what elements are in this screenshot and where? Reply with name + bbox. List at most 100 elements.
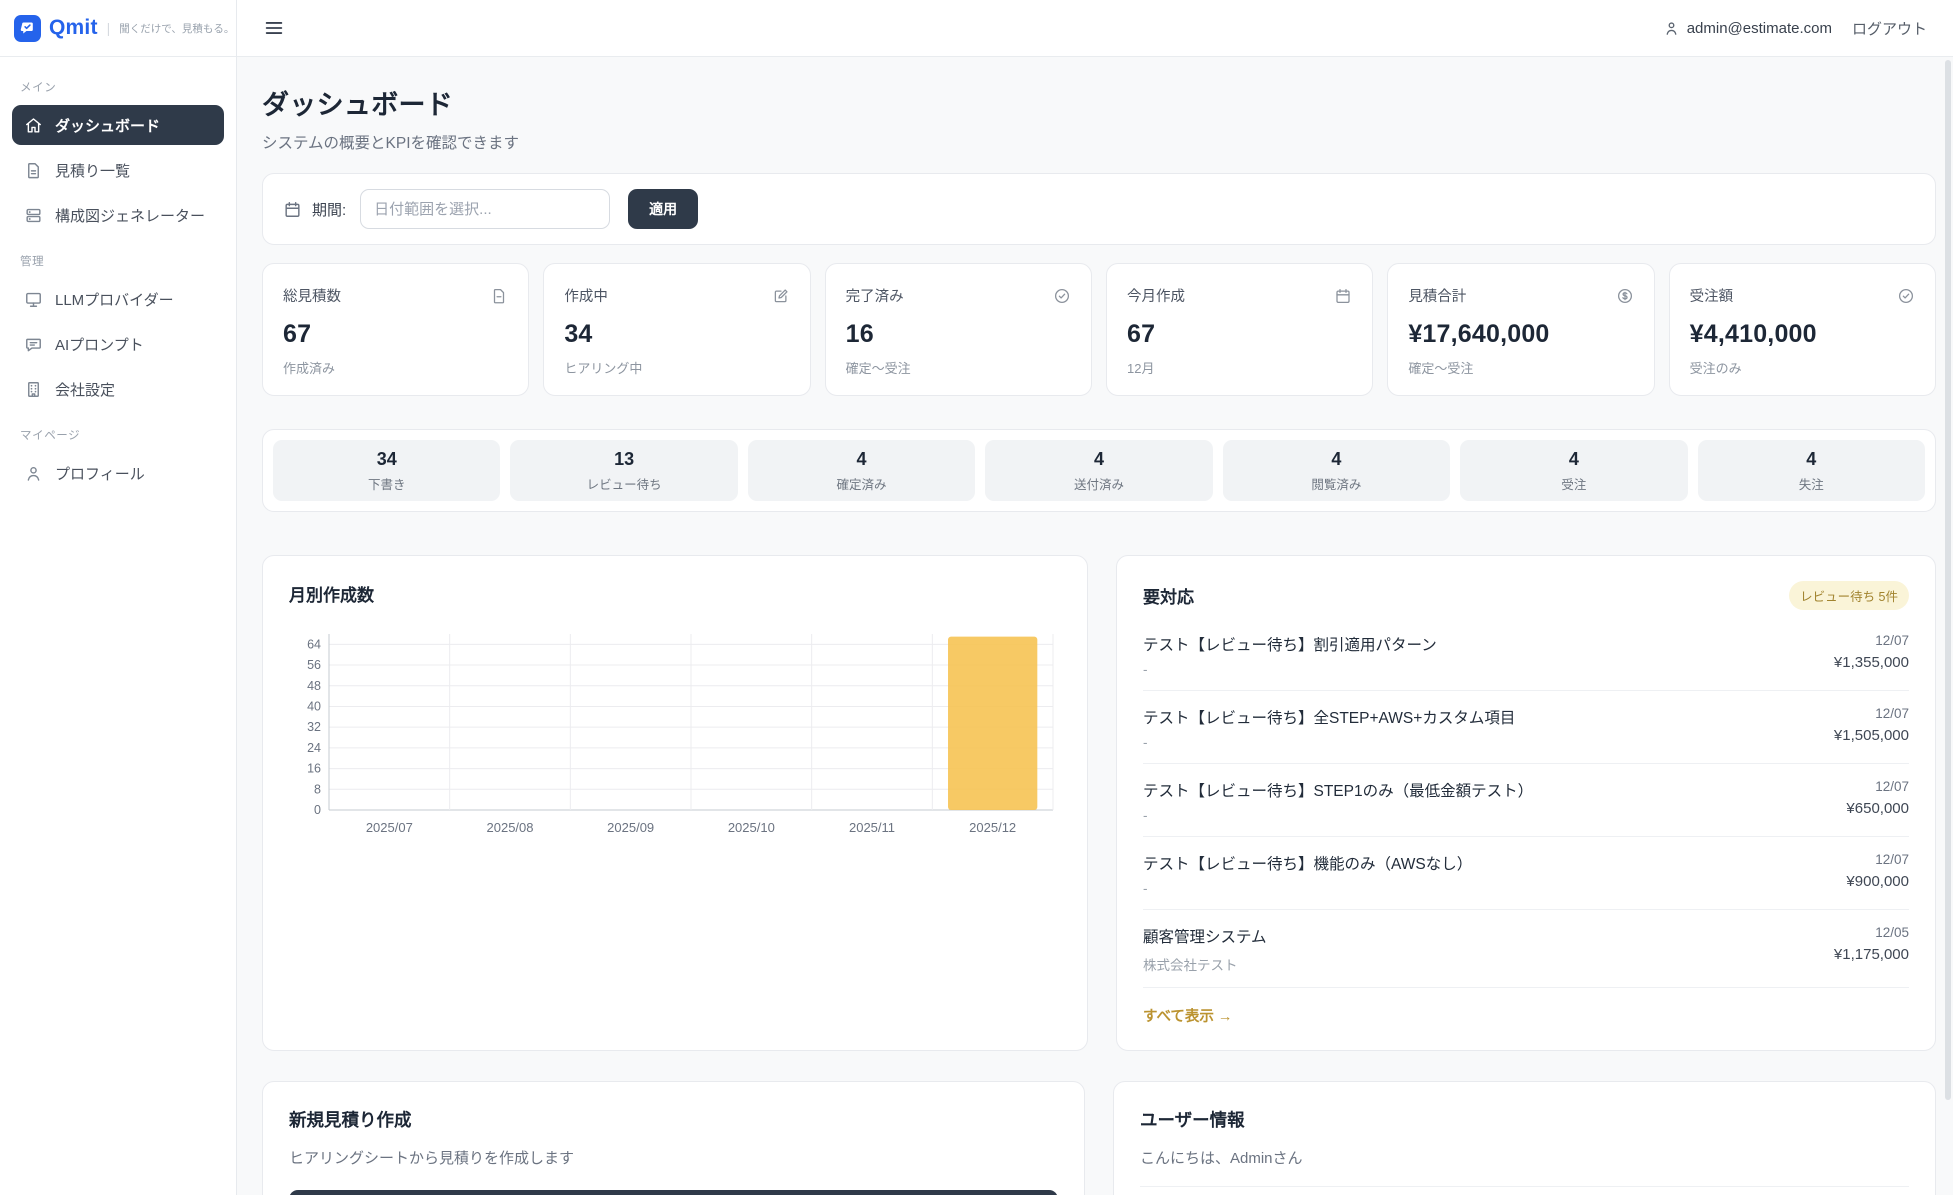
svg-text:48: 48 [307, 679, 321, 693]
sidebar-item-company-settings[interactable]: 会社設定 [12, 369, 224, 409]
attention-item-title: テスト【レビュー待ち】STEP1のみ（最低金額テスト） [1143, 783, 1534, 800]
sidebar: Qmit | 聞くだけで、見積もる。 メイン ダッシュボード 見積り一覧 [0, 0, 237, 1195]
attention-item-date: 12/07 [1875, 852, 1909, 867]
kpi-card-in-progress: 作成中 34 ヒアリング中 [543, 263, 811, 396]
svg-text:2025/07: 2025/07 [366, 820, 413, 835]
current-user: admin@estimate.com [1663, 20, 1832, 37]
svg-text:0: 0 [314, 803, 321, 817]
topbar: admin@estimate.com ログアウト [237, 0, 1953, 57]
sidebar-nav: メイン ダッシュボード 見積り一覧 [0, 57, 236, 512]
sidebar-item-label: ダッシュボード [55, 117, 161, 135]
pill-value: 13 [614, 448, 635, 469]
chat-check-icon [20, 21, 33, 34]
document-icon [490, 287, 508, 305]
sidebar-item-label: プロフィール [55, 465, 145, 483]
status-pill-won[interactable]: 4 受注 [1460, 440, 1688, 501]
pill-value: 34 [376, 448, 397, 469]
period-label: 期間: [312, 201, 347, 219]
logout-link[interactable]: ログアウト [1851, 20, 1927, 38]
status-pill-viewed[interactable]: 4 閲覧済み [1222, 440, 1451, 501]
brand-name[interactable]: Qmit [49, 16, 98, 39]
check-circle-icon [1897, 287, 1915, 305]
kpi-card-completed: 完了済み 16 確定〜受注 [824, 263, 1092, 396]
sidebar-item-label: AIプロンプト [55, 336, 144, 354]
nav-section-mypage: マイページ [20, 430, 81, 442]
sidebar-item-profile[interactable]: プロフィール [12, 453, 224, 493]
user-info-title: ユーザー情報 [1140, 1110, 1245, 1130]
kpi-title: 完了済み [845, 289, 904, 305]
status-pill-draft[interactable]: 34 下書き [273, 440, 501, 501]
sidebar-item-llm-provider[interactable]: LLMプロバイダー [12, 279, 224, 319]
page-content: ダッシュボード システムの概要とKPIを確認できます 期間: 適用 総見積数 [237, 57, 1953, 1195]
user-email: admin@estimate.com [1686, 19, 1832, 37]
logo-divider: | [106, 20, 111, 36]
building-icon [24, 380, 43, 399]
svg-text:32: 32 [307, 720, 321, 734]
sidebar-item-ai-prompt[interactable]: AIプロンプト [12, 324, 224, 364]
currency-icon [1616, 287, 1634, 305]
kpi-sublabel: 作成済み [283, 361, 336, 376]
attention-item-date: 12/07 [1875, 706, 1909, 721]
role-row: ロール 管理者 [1140, 1187, 1909, 1195]
bottom-row: 新規見積り作成 ヒアリングシートから見積りを作成します 作成開始 ユーザー情報 … [262, 1081, 1936, 1195]
apply-button[interactable]: 適用 [628, 189, 699, 229]
attention-item-subtitle: 株式会社テスト [1143, 958, 1238, 973]
pill-label: 確定済み [836, 477, 887, 492]
sidebar-item-quote-list[interactable]: 見積り一覧 [12, 150, 224, 190]
kpi-title: 今月作成 [1126, 289, 1185, 305]
attention-item[interactable]: テスト【レビュー待ち】割引適用パターン - 12/07 ¥1,355,000 [1143, 618, 1909, 691]
kpi-title: 見積合計 [1408, 289, 1467, 305]
start-create-button[interactable]: 作成開始 [289, 1190, 1058, 1195]
sidebar-item-label: 会社設定 [55, 381, 116, 399]
attention-item[interactable]: 顧客管理システム 株式会社テスト 12/05 ¥1,175,000 [1143, 910, 1909, 988]
attention-list: テスト【レビュー待ち】割引適用パターン - 12/07 ¥1,355,000 テ… [1143, 618, 1909, 988]
view-all-link[interactable]: すべて表示 → [1143, 1009, 1233, 1025]
attention-item-amount: ¥1,175,000 [1833, 946, 1909, 963]
status-pill-review-pending[interactable]: 13 レビュー待ち [510, 440, 738, 501]
kpi-card-created-this-month: 今月作成 67 12月 [1105, 263, 1374, 396]
scrollbar-thumb[interactable] [1945, 60, 1951, 1100]
pill-label: 受注 [1561, 477, 1587, 492]
monthly-chart-card: 月別作成数 0 8 16 24 32 40 48 56 64 2025/07 2025/08 2025… [262, 555, 1088, 1051]
pill-label: レビュー待ち [586, 477, 662, 492]
kpi-sublabel: 確定〜受注 [1408, 361, 1474, 376]
status-pill-lost[interactable]: 4 失注 [1697, 440, 1925, 501]
calendar-icon [1334, 287, 1352, 305]
status-pill-confirmed[interactable]: 4 確定済み [747, 440, 976, 501]
status-summary-card: 34 下書き 13 レビュー待ち 4 確定済み 4 送付済み 4 閲覧済み 4 … [262, 429, 1936, 512]
page-title: ダッシュボード [262, 90, 454, 120]
monitor-icon [24, 290, 43, 309]
date-range-input[interactable] [360, 189, 611, 229]
attention-item[interactable]: テスト【レビュー待ち】STEP1のみ（最低金額テスト） - 12/07 ¥650… [1143, 764, 1909, 837]
attention-card: 要対応 レビュー待ち 5件 テスト【レビュー待ち】割引適用パターン - 12/0… [1116, 555, 1936, 1051]
new-quote-title: 新規見積り作成 [289, 1110, 412, 1130]
pill-value: 4 [1093, 448, 1104, 469]
kpi-sublabel: 12月 [1126, 361, 1155, 376]
svg-text:2025/10: 2025/10 [728, 820, 775, 835]
sidebar-item-dashboard[interactable]: ダッシュボード [12, 105, 224, 145]
attention-item[interactable]: テスト【レビュー待ち】機能のみ（AWSなし） - 12/07 ¥900,000 [1143, 837, 1909, 910]
person-icon [1663, 20, 1680, 37]
sidebar-item-diagram-generator[interactable]: 構成図ジェネレーター [12, 195, 224, 235]
menu-toggle-button[interactable] [263, 17, 285, 39]
kpi-value: 67 [1126, 320, 1156, 348]
sidebar-item-label: LLMプロバイダー [55, 291, 174, 309]
nav-section-admin: 管理 [20, 256, 45, 268]
kpi-value: ¥4,410,000 [1689, 320, 1817, 348]
new-quote-subtitle: ヒアリングシートから見積りを作成します [289, 1150, 575, 1167]
new-quote-card: 新規見積り作成 ヒアリングシートから見積りを作成します 作成開始 [262, 1081, 1085, 1195]
brand-logo-icon[interactable] [14, 14, 41, 42]
attention-item-amount: ¥1,505,000 [1833, 727, 1909, 744]
svg-text:16: 16 [307, 762, 321, 776]
attention-item-title: 顧客管理システム [1143, 929, 1267, 946]
status-pill-sent[interactable]: 4 送付済み [985, 440, 1213, 501]
attention-item[interactable]: テスト【レビュー待ち】全STEP+AWS+カスタム項目 - 12/07 ¥1,5… [1143, 691, 1909, 764]
kpi-sublabel: 受注のみ [1689, 361, 1742, 376]
user-greeting: こんにちは、Adminさん [1140, 1150, 1303, 1167]
svg-text:2025/09: 2025/09 [607, 820, 654, 835]
svg-text:56: 56 [307, 658, 321, 672]
attention-item-subtitle: - [1143, 808, 1148, 823]
attention-title: 要対応 [1143, 588, 1194, 607]
attention-item-date: 12/07 [1875, 633, 1909, 648]
kpi-card-total-quotes: 総見積数 67 作成済み [262, 263, 530, 396]
